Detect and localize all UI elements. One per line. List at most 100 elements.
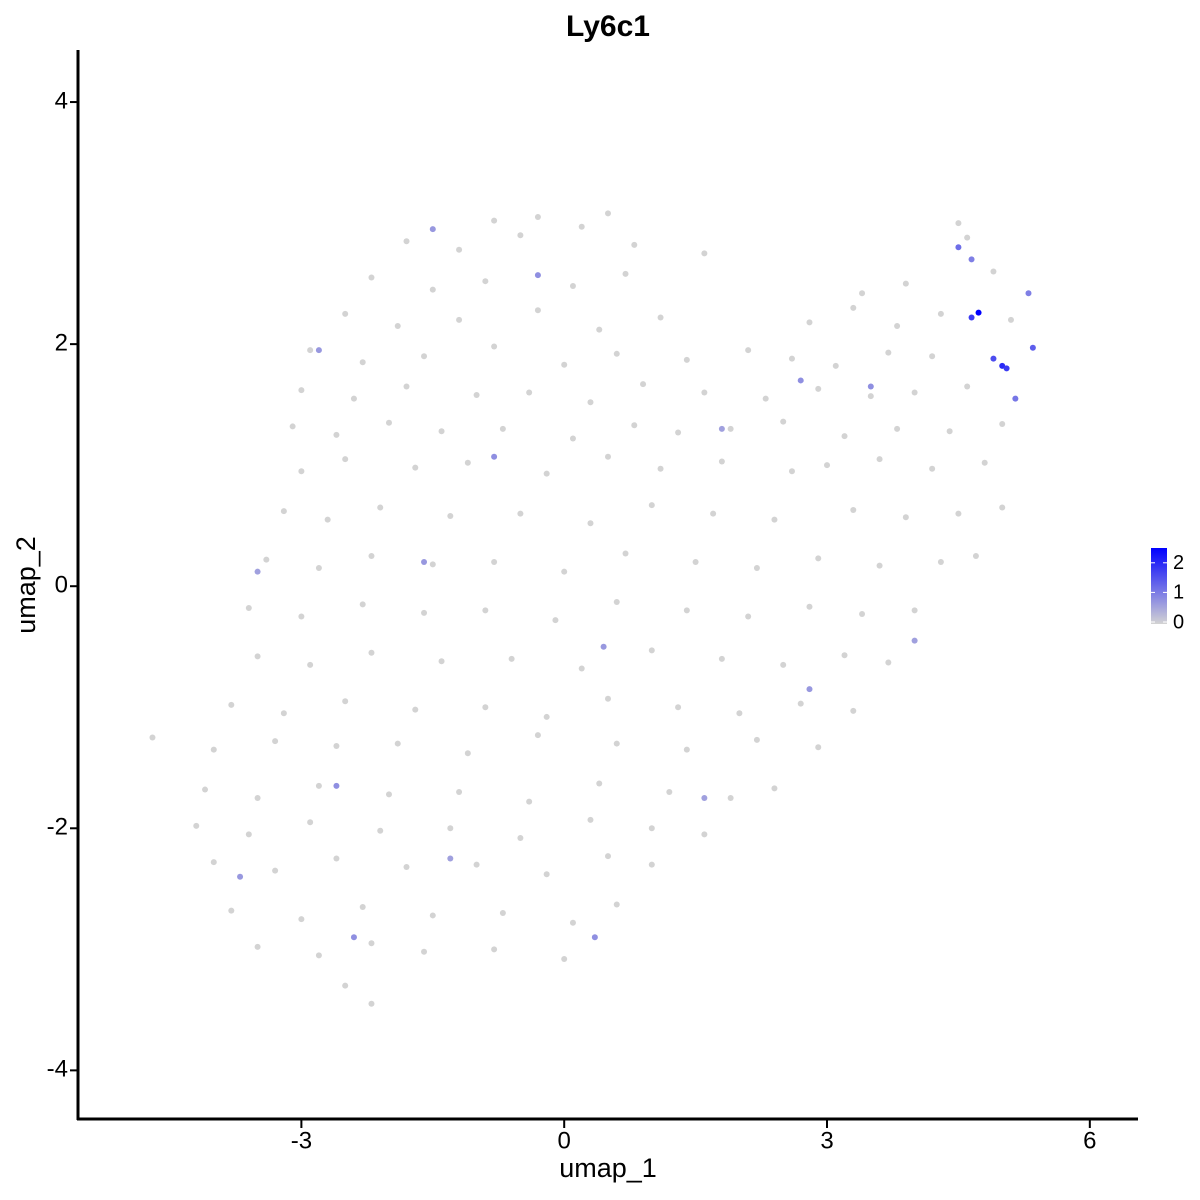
cell-point	[955, 244, 962, 251]
cell-point	[876, 562, 883, 569]
cell-point	[342, 698, 349, 705]
y-tick-label: 2	[55, 329, 68, 356]
cell-point	[561, 568, 568, 575]
cell-point	[727, 425, 734, 432]
y-axis-label: umap_2	[11, 536, 41, 634]
x-axis-label: umap_1	[559, 1153, 657, 1183]
cell-point	[999, 421, 1006, 428]
cell-point	[806, 319, 813, 326]
cell-point	[613, 740, 620, 747]
colorbar	[1151, 548, 1167, 624]
cell-point	[473, 391, 480, 398]
cell-point	[999, 362, 1006, 369]
cell-point	[403, 383, 410, 390]
cell-point	[272, 867, 279, 874]
cell-point	[587, 520, 594, 527]
cell-point	[780, 418, 787, 425]
cell-point	[482, 278, 489, 285]
cell-point	[561, 361, 568, 368]
cell-point	[841, 652, 848, 659]
cell-point	[701, 250, 708, 257]
cell-point	[421, 559, 428, 566]
cell-point	[1012, 395, 1019, 402]
cell-point	[867, 393, 874, 400]
cell-point	[753, 736, 760, 743]
cell-point	[710, 510, 717, 517]
cell-point	[421, 353, 428, 360]
cell-point	[149, 734, 156, 741]
cell-point	[683, 356, 690, 363]
cell-point	[964, 383, 971, 390]
cell-point	[797, 377, 804, 384]
cell-point	[850, 707, 857, 714]
cell-point	[1029, 344, 1036, 351]
cell-point	[534, 732, 541, 739]
cell-point	[885, 659, 892, 666]
cell-point	[315, 565, 322, 572]
cell-point	[631, 241, 638, 248]
cell-point	[929, 465, 936, 472]
cell-point	[605, 210, 611, 217]
cell-point	[569, 919, 576, 926]
cell-point	[394, 322, 401, 329]
cell-point	[377, 504, 384, 511]
cell-point	[648, 502, 655, 509]
cell-point	[263, 556, 270, 563]
cell-point	[193, 822, 200, 829]
colorbar-label: 1	[1173, 582, 1184, 604]
cell-point	[955, 510, 962, 517]
cell-point	[491, 559, 498, 566]
cell-point	[876, 456, 883, 463]
cell-point	[797, 700, 804, 707]
cell-point	[902, 280, 909, 287]
cell-point	[850, 506, 857, 513]
cell-point	[350, 395, 357, 402]
cell-point	[1003, 365, 1010, 372]
cell-point	[867, 383, 874, 390]
cell-point	[552, 617, 559, 624]
cell-point	[543, 871, 550, 878]
cell-point	[280, 710, 287, 717]
cell-point	[298, 387, 305, 394]
cell-point	[385, 419, 392, 426]
cell-point	[600, 643, 607, 650]
cell-point	[438, 658, 445, 665]
cell-point	[657, 465, 664, 472]
cell-point	[605, 853, 611, 860]
cell-point	[289, 423, 296, 430]
cell-point	[937, 310, 944, 317]
cell-point	[210, 859, 217, 866]
cell-point	[745, 347, 752, 354]
cell-point	[569, 435, 576, 442]
cell-point	[245, 831, 252, 838]
cell-point	[447, 513, 454, 520]
cell-point	[613, 901, 620, 908]
cell-point	[701, 831, 708, 838]
cell-point	[456, 788, 463, 795]
cell-point	[968, 314, 975, 321]
cell-point	[280, 508, 287, 515]
cell-point	[578, 665, 585, 672]
cell-point	[456, 246, 463, 253]
cell-point	[832, 362, 839, 369]
cell-point	[350, 934, 357, 941]
cell-point	[526, 389, 533, 396]
cell-point	[929, 353, 936, 360]
cell-point	[946, 428, 953, 435]
cell-point	[368, 552, 375, 559]
cell-point	[491, 343, 498, 350]
cell-point	[683, 746, 690, 753]
cell-point	[859, 290, 866, 297]
cell-point	[421, 609, 428, 616]
cell-point	[648, 861, 655, 868]
cell-point	[911, 389, 918, 396]
cell-point	[824, 462, 831, 469]
cell-point	[421, 948, 428, 955]
cell-point	[464, 750, 471, 757]
cell-point	[228, 907, 235, 914]
cell-point	[701, 795, 708, 802]
cell-point	[202, 786, 209, 793]
cell-point	[788, 355, 795, 362]
cell-point	[648, 647, 655, 654]
cell-point	[543, 470, 550, 477]
